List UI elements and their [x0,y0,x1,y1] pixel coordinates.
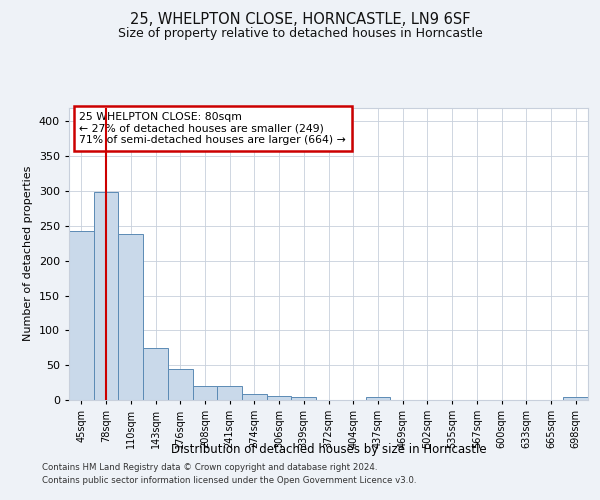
Bar [563,397,588,400]
Bar [292,397,316,400]
Text: Contains public sector information licensed under the Open Government Licence v3: Contains public sector information licen… [42,476,416,485]
Bar [242,394,267,400]
Bar [267,396,292,400]
Bar [94,192,118,400]
Text: Distribution of detached houses by size in Horncastle: Distribution of detached houses by size … [171,442,487,456]
Bar [143,348,168,400]
Text: Size of property relative to detached houses in Horncastle: Size of property relative to detached ho… [118,28,482,40]
Bar [118,234,143,400]
Bar [217,386,242,400]
Bar [365,397,390,400]
Text: Contains HM Land Registry data © Crown copyright and database right 2024.: Contains HM Land Registry data © Crown c… [42,464,377,472]
Y-axis label: Number of detached properties: Number of detached properties [23,166,33,342]
Bar [193,386,217,400]
Text: 25, WHELPTON CLOSE, HORNCASTLE, LN9 6SF: 25, WHELPTON CLOSE, HORNCASTLE, LN9 6SF [130,12,470,28]
Bar [168,368,193,400]
Bar [69,232,94,400]
Text: 25 WHELPTON CLOSE: 80sqm
← 27% of detached houses are smaller (249)
71% of semi-: 25 WHELPTON CLOSE: 80sqm ← 27% of detach… [79,112,346,145]
